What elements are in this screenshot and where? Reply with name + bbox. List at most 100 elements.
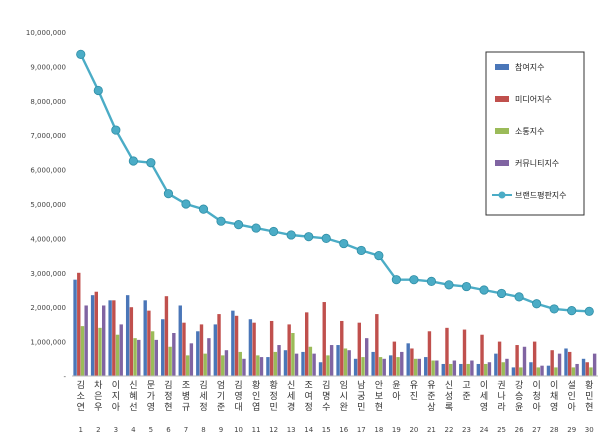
bar xyxy=(234,315,239,376)
rank-label: 2 xyxy=(96,426,100,434)
bar xyxy=(392,341,397,376)
line-point xyxy=(356,245,366,256)
bar xyxy=(189,343,194,376)
rank-label: 29 xyxy=(567,426,576,434)
rank-label: 17 xyxy=(357,426,366,434)
bar xyxy=(294,353,299,376)
y-tick-label: 5,000,000 xyxy=(30,201,66,209)
rank-label: 23 xyxy=(462,426,471,434)
line-point xyxy=(163,189,174,199)
bar xyxy=(172,333,176,376)
bar xyxy=(581,358,586,376)
rank-label: 27 xyxy=(532,426,541,434)
rank-label: 13 xyxy=(287,426,296,434)
line-point xyxy=(567,306,577,316)
y-tick-label: 7,000,000 xyxy=(30,132,66,140)
line-point xyxy=(532,299,542,309)
bar xyxy=(84,305,88,376)
bar xyxy=(273,351,278,376)
rank-label: 18 xyxy=(374,426,383,434)
line-point xyxy=(93,85,103,96)
bar xyxy=(256,355,260,376)
rank-label: 12 xyxy=(269,426,278,434)
series-참여지수 xyxy=(73,279,586,376)
bar xyxy=(519,367,523,376)
bar xyxy=(529,362,533,376)
bar xyxy=(400,351,404,376)
bar xyxy=(252,322,256,376)
rank-label: 3 xyxy=(114,426,118,434)
series-소통지수 xyxy=(80,326,593,376)
bar xyxy=(301,351,305,376)
line-point xyxy=(128,156,138,166)
legend-label: 미디어지수 xyxy=(515,94,552,104)
rank-label: 28 xyxy=(550,426,559,434)
legend-swatch xyxy=(495,128,509,134)
line-point xyxy=(269,226,279,237)
bar xyxy=(248,319,253,376)
bar xyxy=(102,305,106,376)
bar xyxy=(283,350,288,376)
bar xyxy=(546,365,551,376)
legend-label: 소통지수 xyxy=(515,127,544,136)
rank-label: 21 xyxy=(427,426,436,434)
line-point xyxy=(514,292,524,302)
bar xyxy=(343,348,348,376)
bar xyxy=(154,339,158,376)
bar xyxy=(497,341,502,376)
bar xyxy=(365,338,369,376)
line-point xyxy=(496,288,507,299)
line-point xyxy=(549,304,559,314)
bar xyxy=(371,351,375,376)
bar xyxy=(277,345,281,376)
series-브랜드평판지수 xyxy=(76,49,594,316)
legend-label: 커뮤니티지수 xyxy=(515,158,559,168)
y-tick-label: - xyxy=(63,373,66,381)
bar xyxy=(484,363,488,376)
line-point xyxy=(251,223,261,233)
y-tick-label: 1,000,000 xyxy=(30,339,66,347)
bar xyxy=(515,345,519,376)
bar xyxy=(424,357,428,376)
bar xyxy=(269,320,274,376)
bar xyxy=(462,329,467,376)
bar xyxy=(203,353,207,376)
bar xyxy=(336,345,340,376)
bar xyxy=(182,322,186,376)
bar xyxy=(589,367,593,376)
bar xyxy=(326,355,330,376)
bar xyxy=(501,362,505,376)
bar xyxy=(431,360,435,376)
bar xyxy=(571,367,576,376)
rank-label: 11 xyxy=(252,426,261,434)
line-point xyxy=(339,238,349,249)
bar xyxy=(199,324,204,376)
bar xyxy=(564,348,568,376)
line-point xyxy=(181,199,191,209)
bar xyxy=(361,357,365,376)
bar xyxy=(238,351,242,376)
bar xyxy=(476,363,481,376)
bar xyxy=(494,353,498,376)
rank-label: 1 xyxy=(79,426,83,434)
bar xyxy=(196,331,200,376)
bar xyxy=(480,334,484,376)
line-point xyxy=(198,204,209,214)
line-point xyxy=(374,251,384,261)
